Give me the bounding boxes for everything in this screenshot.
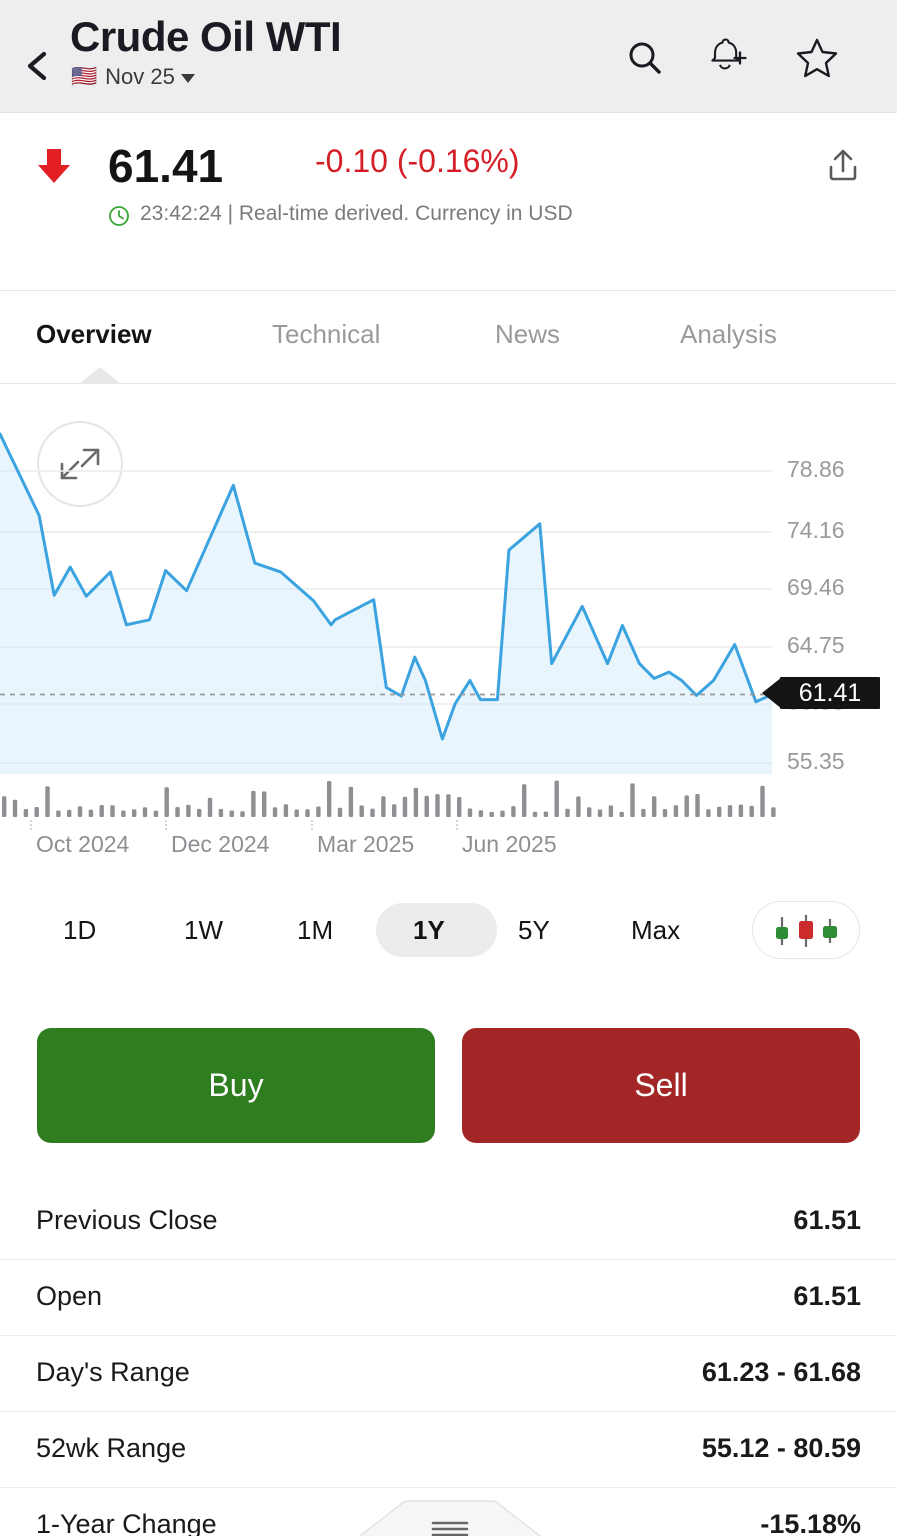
svg-text:64.75: 64.75 <box>787 632 845 658</box>
svg-text:74.16: 74.16 <box>787 517 845 543</box>
svg-text:Dec 2024: Dec 2024 <box>171 831 270 857</box>
svg-text:Oct 2024: Oct 2024 <box>36 831 130 857</box>
svg-text:Jun 2025: Jun 2025 <box>462 831 557 857</box>
svg-text:69.46: 69.46 <box>787 574 845 600</box>
svg-text:Mar 2025: Mar 2025 <box>317 831 414 857</box>
svg-text:78.86: 78.86 <box>787 456 845 482</box>
svg-text:55.35: 55.35 <box>787 748 845 774</box>
